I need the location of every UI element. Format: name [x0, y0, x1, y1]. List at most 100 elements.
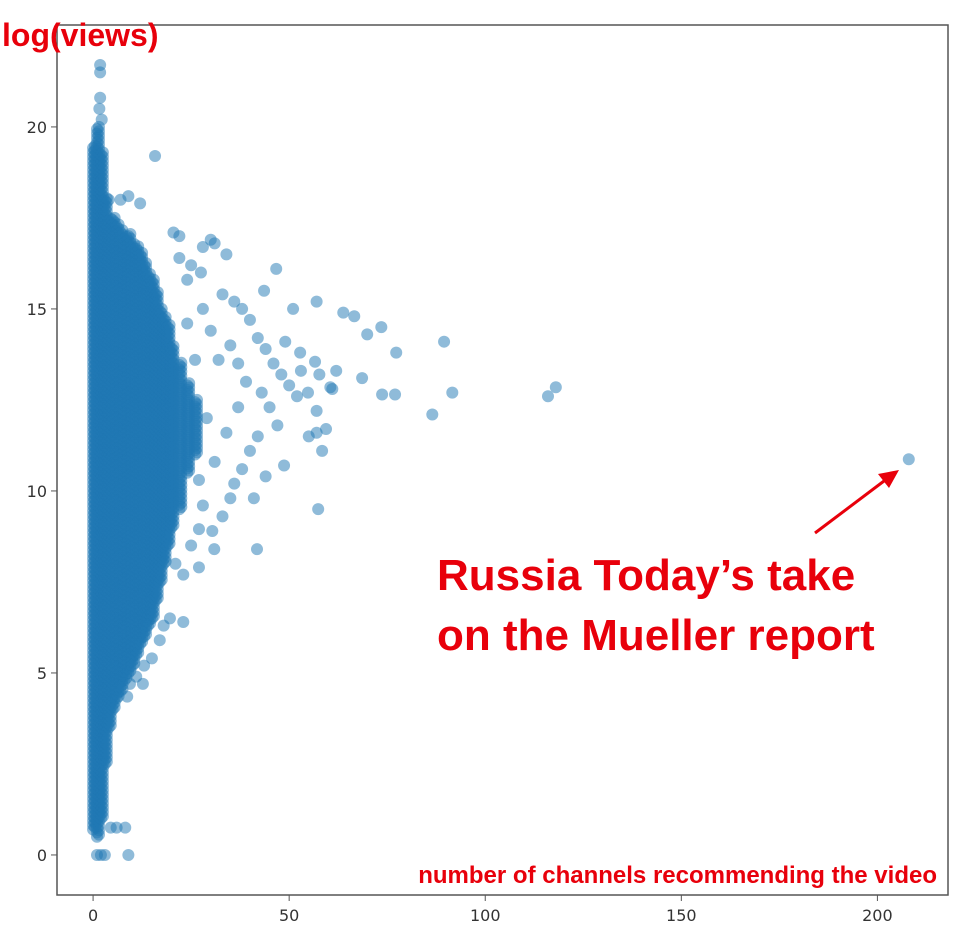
data-point: [169, 557, 182, 570]
data-point: [147, 273, 160, 286]
data-point: [181, 273, 194, 286]
data-point: [337, 306, 350, 319]
data-point: [309, 355, 322, 368]
data-point: [283, 379, 296, 392]
data-point: [196, 499, 209, 512]
data-point: [173, 251, 186, 264]
data-point: [220, 248, 233, 261]
data-point: [96, 146, 109, 159]
y-tick-label: 0: [37, 846, 47, 865]
data-point: [375, 321, 388, 334]
data-point: [267, 357, 280, 370]
data-point: [204, 324, 217, 337]
data-point: [98, 848, 111, 861]
data-point: [271, 419, 284, 432]
data-point: [224, 492, 237, 505]
data-point: [356, 372, 369, 385]
data-point: [175, 356, 188, 369]
data-point: [149, 150, 162, 163]
data-point: [157, 619, 170, 632]
annotation-line-2: on the Mueller report: [437, 611, 875, 660]
x-axis-label: number of channels recommending the vide…: [418, 862, 937, 889]
data-point: [151, 286, 164, 299]
data-point: [258, 284, 271, 297]
data-point: [236, 302, 249, 315]
data-point: [93, 102, 106, 115]
data-point: [138, 659, 151, 672]
data-point: [216, 288, 229, 301]
data-point: [232, 401, 245, 414]
x-axis: 0 50 100 150 200: [88, 895, 893, 925]
data-point: [255, 386, 268, 399]
data-point: [208, 455, 221, 468]
data-point: [549, 381, 562, 394]
data-point: [438, 335, 451, 348]
data-point: [208, 237, 221, 250]
data-point: [140, 257, 153, 270]
data-point: [251, 543, 264, 556]
data-point: [301, 386, 314, 399]
data-point: [294, 346, 307, 359]
data-point: [124, 227, 137, 240]
data-point: [228, 295, 241, 308]
data-point: [94, 66, 107, 79]
data-point: [313, 368, 326, 381]
arrow-head-icon: [878, 470, 899, 488]
data-point: [312, 503, 325, 516]
data-point: [181, 317, 194, 330]
data-point: [189, 353, 202, 366]
data-point: [243, 313, 256, 326]
data-point: [200, 412, 213, 425]
data-point: [196, 302, 209, 315]
data-point: [136, 246, 149, 259]
data-point: [194, 266, 207, 279]
data-point: [446, 386, 459, 399]
data-point: [119, 821, 132, 834]
data-point: [191, 393, 204, 406]
data-point: [376, 388, 389, 401]
data-point: [243, 444, 256, 457]
y-tick-label: 5: [37, 664, 47, 683]
data-point: [185, 539, 198, 552]
data-point: [278, 459, 291, 472]
data-point: [389, 388, 402, 401]
x-tick-label: 150: [666, 906, 697, 925]
data-point: [208, 543, 221, 556]
data-point: [320, 423, 333, 436]
annotation-arrow: [814, 470, 899, 535]
data-point: [259, 470, 272, 483]
data-point: [270, 262, 283, 275]
data-point: [287, 302, 300, 315]
data-point: [95, 113, 108, 126]
data-point: [902, 453, 915, 466]
data-point: [192, 474, 205, 487]
data-point: [247, 492, 260, 505]
data-point: [216, 510, 229, 523]
data-point: [167, 340, 180, 353]
data-point: [212, 353, 225, 366]
x-tick-label: 200: [862, 906, 893, 925]
data-point: [310, 404, 323, 417]
data-point: [259, 342, 272, 355]
x-tick-label: 50: [279, 906, 299, 925]
data-point: [192, 561, 205, 574]
data-point: [122, 848, 135, 861]
y-tick-label: 15: [27, 300, 47, 319]
data-point: [177, 615, 190, 628]
data-point: [228, 477, 241, 490]
data-point: [163, 318, 176, 331]
data-point: [130, 670, 143, 683]
data-point: [361, 328, 374, 341]
data-point: [326, 383, 339, 396]
data-point: [102, 193, 115, 206]
data-point: [134, 197, 147, 210]
data-point: [294, 364, 307, 377]
data-point: [192, 523, 205, 536]
y-tick-label: 20: [27, 118, 47, 137]
data-point: [240, 375, 253, 388]
data-point: [224, 339, 237, 352]
data-point: [236, 463, 249, 476]
data-point: [251, 430, 264, 443]
data-point: [348, 310, 361, 323]
